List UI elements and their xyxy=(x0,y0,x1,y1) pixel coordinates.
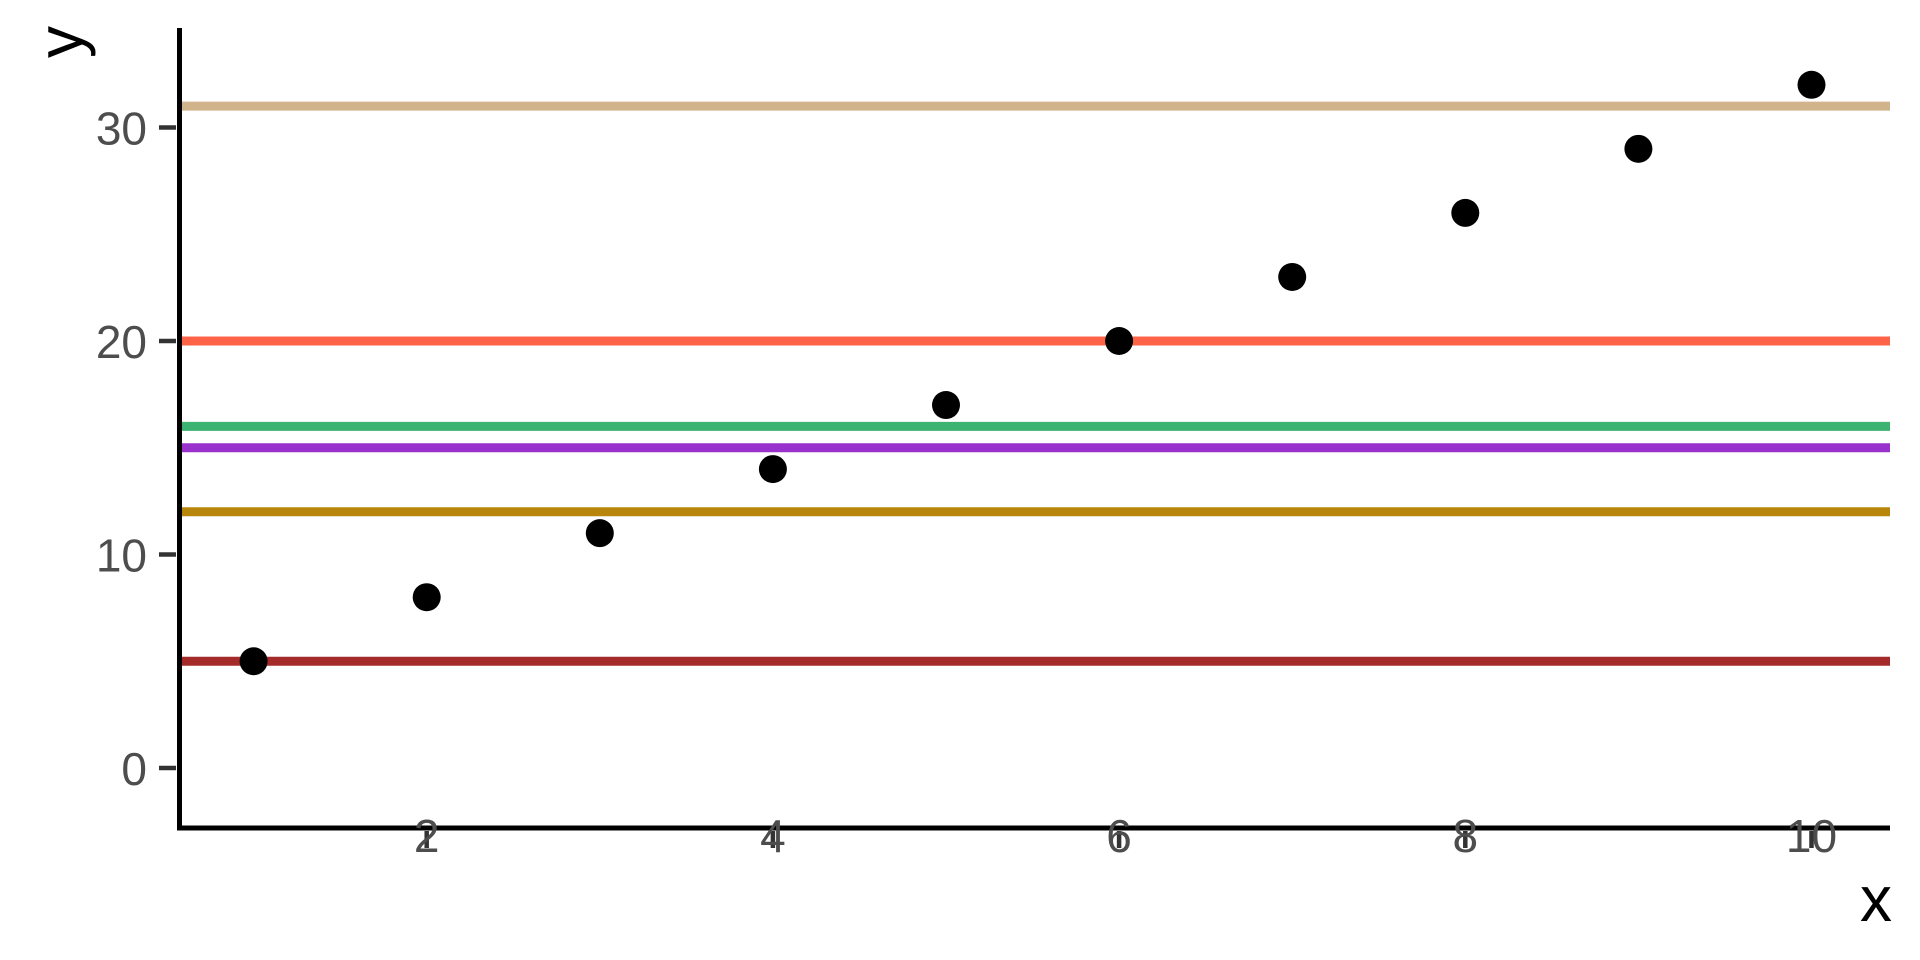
data-point xyxy=(412,583,441,612)
x-tick-label: 4 xyxy=(760,810,786,862)
data-point xyxy=(585,519,614,548)
x-axis-title: x xyxy=(1860,863,1892,935)
points-layer xyxy=(239,70,1826,676)
data-point xyxy=(758,455,787,484)
data-point xyxy=(1278,262,1307,291)
data-point xyxy=(1451,198,1480,227)
y-tick-label: 10 xyxy=(96,530,147,582)
tick-labels-layer: 0 10 20 30 2 4 6 8 10 xyxy=(96,103,1837,863)
y-axis-title: y xyxy=(24,26,96,58)
data-point xyxy=(239,647,268,676)
data-point xyxy=(1797,70,1826,99)
ticks-layer xyxy=(159,125,1814,848)
x-tick-label: 2 xyxy=(414,810,440,862)
data-point xyxy=(932,391,960,420)
x-tick-label: 6 xyxy=(1106,810,1132,862)
hlines-layer xyxy=(179,101,1890,666)
data-point xyxy=(1105,327,1134,355)
y-tick-label: 0 xyxy=(121,743,147,795)
y-tick-label: 20 xyxy=(96,316,147,368)
x-tick-label: 8 xyxy=(1453,810,1479,862)
axes-layer xyxy=(177,28,1890,831)
data-point xyxy=(1624,134,1653,163)
y-tick-label: 30 xyxy=(96,103,147,155)
x-tick-label: 10 xyxy=(1786,810,1837,862)
